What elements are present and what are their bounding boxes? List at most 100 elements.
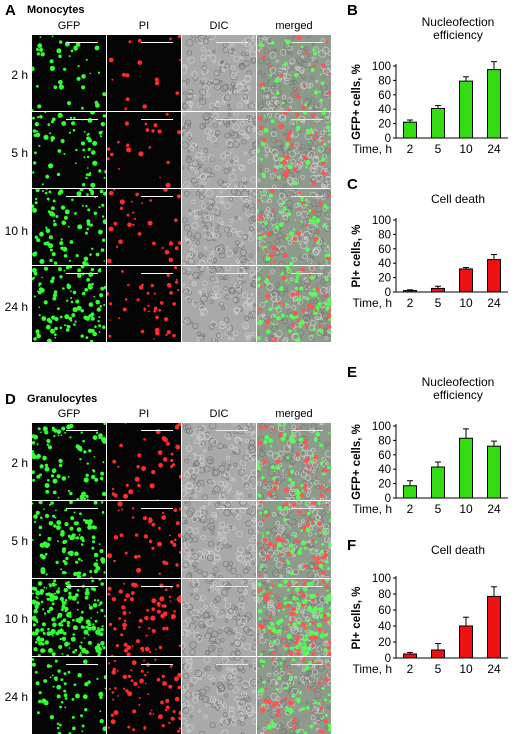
bar-10 [460,626,473,658]
micrograph-granulocytes-gfp-10h [32,579,106,656]
row-label-2h-d: 2 h [2,456,28,470]
scale-bar [66,42,98,43]
micrograph-granulocytes-dic-10h [182,579,256,656]
col-label-gfp-a: GFP [32,20,106,32]
chart-title: efficiency [433,28,483,42]
scale-bar [141,508,173,509]
micrograph-monocytes-pi-24h [107,266,181,342]
scale-bar [291,430,323,431]
x-axis-label: Time, h [352,662,392,676]
col-label-pi-d: PI [107,408,181,420]
row-label-2h-a: 2 h [2,68,28,82]
row-label-24h-d: 24 h [2,690,28,704]
y-tick-label: 40 [378,258,391,270]
micrograph-monocytes-dic-10h [182,189,256,265]
chart-title: Nucleofection [422,15,495,29]
micrograph-monocytes-gfp-5h [32,112,106,188]
y-tick-label: 80 [378,229,391,241]
scale-bar [291,273,323,274]
y-axis-label: GFP+ cells, % [351,64,363,140]
scale-bar [216,664,248,665]
micrograph-granulocytes-merged-5h [257,501,331,578]
micrograph-monocytes-pi-5h [107,112,181,188]
scale-bar [216,196,248,197]
micrograph-granulocytes-gfp-24h [32,657,106,734]
chart-title: Nucleofection [422,375,495,389]
y-tick-label: 60 [378,605,391,617]
x-tick-label: 2 [407,142,414,156]
bar-2 [404,122,417,138]
micrograph-monocytes-merged-2h [257,35,331,111]
micrograph-granulocytes-pi-5h [107,501,181,578]
row-label-5h-a: 5 h [2,146,28,160]
scale-bar [291,42,323,43]
bar-24 [488,260,501,292]
scale-bar [66,664,98,665]
scale-bar [141,196,173,197]
bar-10 [460,438,473,498]
col-label-pi-a: PI [107,20,181,32]
y-tick-label: 20 [378,637,391,649]
scale-bar [66,119,98,120]
x-tick-label: 24 [487,662,501,676]
scale-bar [141,664,173,665]
y-tick-label: 20 [378,273,391,285]
x-axis-label: Time, h [352,296,392,310]
micrograph-monocytes-gfp-10h [32,189,106,265]
y-tick-label: 20 [378,119,391,131]
bar-chart-nucleofection-monocytes: Nucleofectionefficiency020406080100GFP+ … [346,10,518,176]
micrograph-granulocytes-dic-5h [182,501,256,578]
y-tick-label: 80 [378,589,391,601]
y-tick-label: 100 [372,573,391,585]
y-tick-label: 20 [378,479,391,491]
bar-24 [488,70,501,138]
chart-title: efficiency [433,388,483,402]
y-tick-label: 40 [378,464,391,476]
scale-bar [216,508,248,509]
x-tick-label: 10 [459,662,473,676]
scale-bar [66,586,98,587]
bar-10 [460,81,473,138]
x-tick-label: 5 [435,142,442,156]
col-label-merged-d: merged [257,408,331,420]
bar-2 [404,486,417,498]
x-tick-label: 2 [407,662,414,676]
scale-bar [291,119,323,120]
scale-bar [141,430,173,431]
y-tick-label: 100 [372,215,391,227]
scale-bar [216,586,248,587]
bar-24 [488,596,501,658]
col-label-dic-a: DIC [182,20,256,32]
scale-bar [141,586,173,587]
micrograph-monocytes-merged-5h [257,112,331,188]
panel-letter-d: D [5,391,16,408]
x-tick-label: 5 [435,296,442,310]
micrograph-granulocytes-dic-2h [182,423,256,500]
micrograph-monocytes-merged-10h [257,189,331,265]
col-label-merged-a: merged [257,20,331,32]
x-tick-label: 5 [435,662,442,676]
y-tick-label: 100 [372,61,391,73]
bar-2 [404,654,417,658]
scale-bar [216,42,248,43]
section-title-monocytes: Monocytes [27,4,84,16]
x-axis-label: Time, h [352,142,392,156]
y-axis-label: GFP+ cells, % [351,424,363,500]
micrograph-monocytes-dic-2h [182,35,256,111]
y-tick-label: 60 [378,450,391,462]
y-tick-label: 40 [378,621,391,633]
scale-bar [141,119,173,120]
micrograph-granulocytes-merged-24h [257,657,331,734]
y-axis-label: PI+ cells, % [351,587,363,650]
bar-5 [432,288,445,292]
x-tick-label: 24 [487,142,501,156]
y-tick-label: 60 [378,244,391,256]
micrograph-monocytes-dic-24h [182,266,256,342]
row-label-5h-d: 5 h [2,534,28,548]
scale-bar [291,664,323,665]
y-tick-label: 80 [378,75,391,87]
scale-bar [141,273,173,274]
bar-5 [432,650,445,658]
x-tick-label: 10 [459,142,473,156]
